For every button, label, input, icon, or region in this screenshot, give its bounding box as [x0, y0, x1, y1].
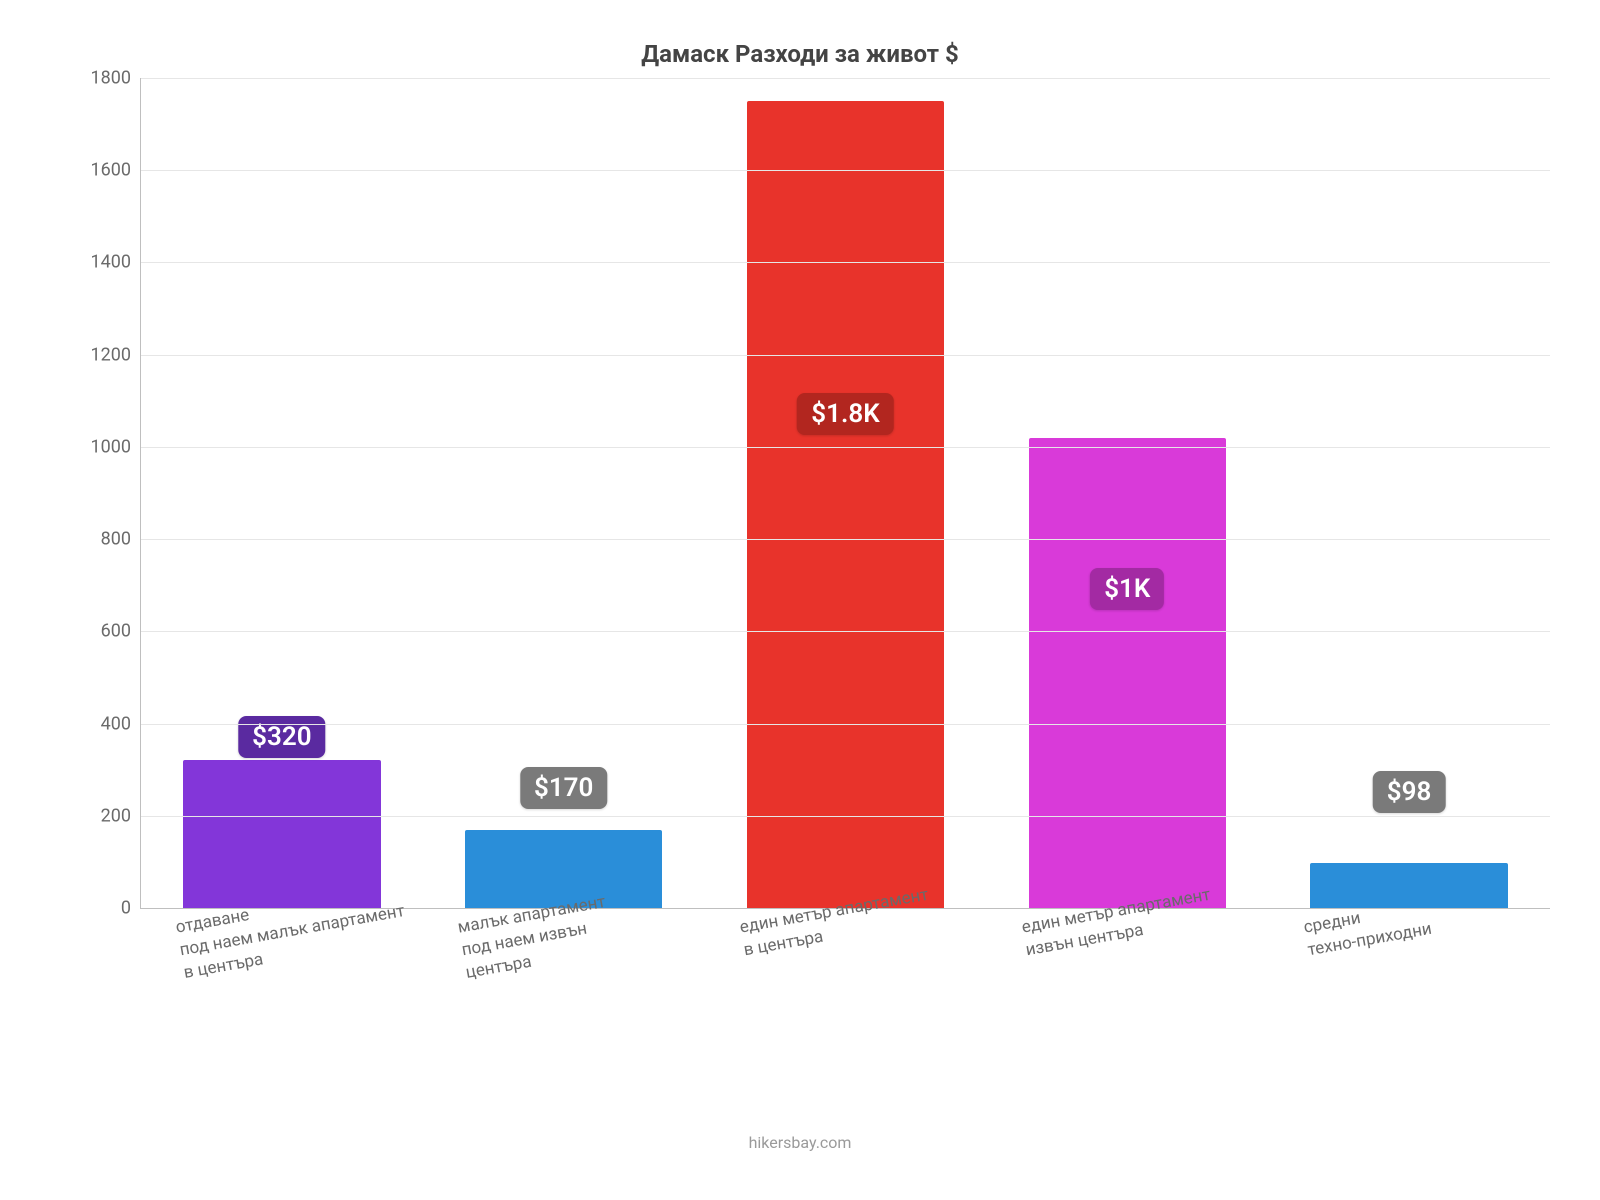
- chart-title: Дамаск Разходи за живот $: [50, 40, 1550, 68]
- gridline: [141, 539, 1550, 540]
- bar-value-label: $1.8K: [797, 393, 893, 435]
- x-label-slot: един метър апартамент извън центъра: [986, 909, 1268, 1079]
- gridline: [141, 262, 1550, 263]
- x-label-slot: един метър апартамент в центъра: [704, 909, 986, 1079]
- y-tick-label: 1800: [91, 68, 141, 89]
- bars-container: $320 $170 $1.8K $1K $98: [141, 78, 1550, 908]
- x-axis-labels: отдаване под наем малък апартамент в цен…: [140, 909, 1550, 1079]
- y-tick-label: 200: [101, 805, 141, 826]
- gridline: [141, 447, 1550, 448]
- bar-value-label: $1K: [1090, 568, 1164, 610]
- y-tick-label: 1600: [91, 160, 141, 181]
- bar: $1.8K: [747, 101, 944, 908]
- bar-slot: $1K: [986, 78, 1268, 908]
- bar-value-label: $170: [520, 767, 607, 809]
- gridline: [141, 78, 1550, 79]
- y-tick-label: 1400: [91, 252, 141, 273]
- gridline: [141, 816, 1550, 817]
- y-tick-label: 800: [101, 529, 141, 550]
- bar-slot: $170: [423, 78, 705, 908]
- bar-value-label: $320: [238, 716, 325, 758]
- bar: $1K: [1029, 438, 1226, 908]
- x-label-slot: отдаване под наем малък апартамент в цен…: [140, 909, 422, 1079]
- x-label-slot: средни техно-приходни: [1268, 909, 1550, 1079]
- y-tick-label: 0: [121, 898, 141, 919]
- bar: $170: [465, 830, 662, 908]
- y-tick-label: 1000: [91, 436, 141, 457]
- y-tick-label: 400: [101, 713, 141, 734]
- x-label-slot: малък апартамент под наем извън центъра: [422, 909, 704, 1079]
- bar-slot: $1.8K: [705, 78, 987, 908]
- gridline: [141, 724, 1550, 725]
- chart-footer: hikersbay.com: [50, 1133, 1550, 1152]
- gridline: [141, 631, 1550, 632]
- cost-of-living-chart: Дамаск Разходи за живот $ $320$170$1.8K$…: [50, 40, 1550, 1160]
- gridline: [141, 170, 1550, 171]
- y-tick-label: 600: [101, 621, 141, 642]
- bar-value-label: $98: [1373, 771, 1446, 813]
- gridline: [141, 355, 1550, 356]
- plot-area: $320$170$1.8K$1K$98 02004006008001000120…: [140, 78, 1550, 909]
- y-tick-label: 1200: [91, 344, 141, 365]
- bar-slot: $98: [1268, 78, 1550, 908]
- bar-slot: $320: [141, 78, 423, 908]
